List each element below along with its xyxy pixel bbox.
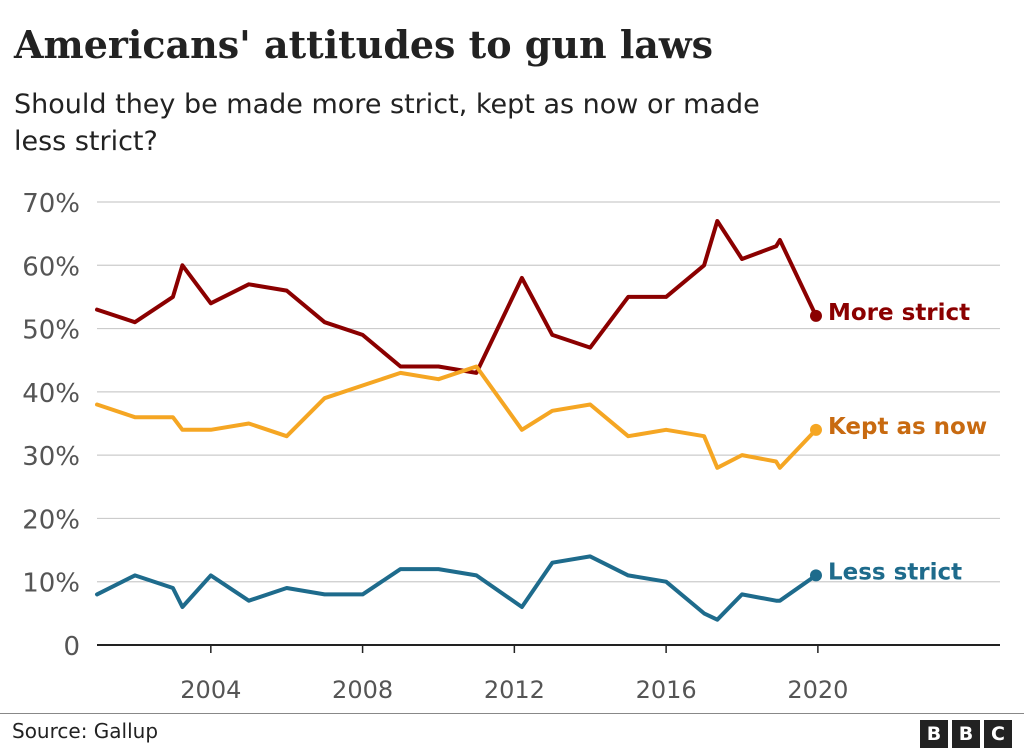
source-note: Source: Gallup — [12, 719, 159, 743]
series-label-more-strict: More strict — [828, 300, 970, 326]
line-chart: 010%20%30%40%50%60%70% 2004 2008 2012 2016 2… — [22, 189, 1000, 704]
y-axis-labels: 0 10% 20% 30% 40% 50% 60% 70% — [22, 189, 80, 662]
y-tick-label: 0 — [63, 632, 80, 662]
series-line-more-strict — [95, 219, 818, 375]
y-tick-label: 10% — [22, 569, 80, 599]
x-tick-label: 2012 — [484, 676, 545, 704]
y-tick-label: 70% — [22, 189, 80, 219]
series-lines — [95, 219, 822, 622]
series-end-point-less-strict — [809, 569, 822, 582]
x-tick-label: 2004 — [180, 676, 241, 704]
series-labels: More strict Kept as now Less strict — [828, 300, 987, 585]
y-tick-label: 40% — [22, 379, 80, 409]
chart-grid — [97, 201, 1000, 646]
logo-letter: B — [952, 720, 980, 748]
x-tick-label: 2016 — [636, 676, 697, 704]
series-label-kept-as-now: Kept as now — [828, 414, 987, 440]
series-end-point-more-strict — [809, 309, 822, 322]
series-line-less-strict — [95, 554, 818, 622]
footer-divider — [0, 713, 1024, 714]
x-axis-labels: 2004 2008 2012 2016 2020 — [180, 645, 848, 704]
logo-letter: C — [984, 720, 1012, 748]
y-tick-label: 30% — [22, 442, 80, 472]
y-tick-label: 20% — [22, 505, 80, 535]
chart-subtitle: Should they be made more strict, kept as… — [14, 89, 760, 157]
series-end-point-kept-as-now — [809, 423, 822, 436]
logo-letter: B — [920, 720, 948, 748]
chart-title: Americans' attitudes to gun laws — [14, 22, 714, 67]
x-tick-label: 2020 — [787, 676, 848, 704]
series-line-kept-as-now — [95, 364, 818, 470]
series-label-less-strict: Less strict — [828, 559, 962, 585]
bbc-logo: B B C — [920, 720, 1012, 748]
y-tick-label: 60% — [22, 252, 80, 282]
x-tick-label: 2008 — [332, 676, 393, 704]
y-tick-label: 50% — [22, 316, 80, 346]
